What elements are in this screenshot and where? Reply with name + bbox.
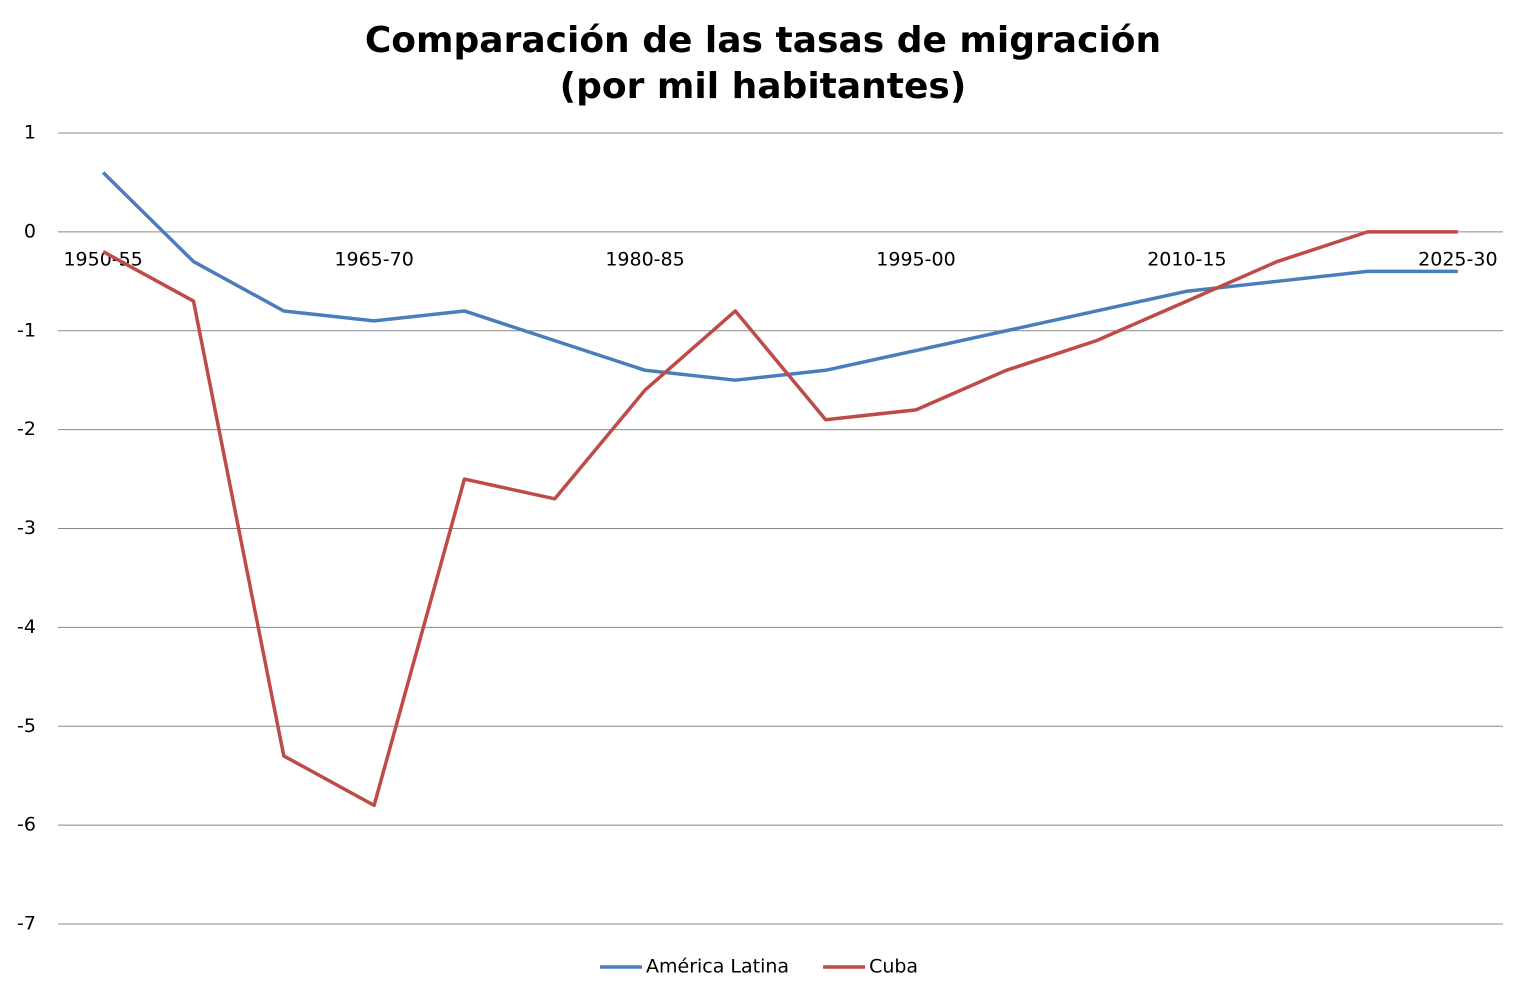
- legend-label: América Latina: [646, 956, 789, 978]
- series-line: [102, 230, 1458, 808]
- x-tick-label: 1980-85: [605, 248, 684, 270]
- y-tick-label: -5: [17, 715, 36, 737]
- x-tick-label: 1995-00: [876, 248, 955, 270]
- x-tick-label: 2025-30: [1418, 248, 1497, 270]
- y-tick-label: 1: [24, 122, 36, 144]
- y-tick-label: -4: [17, 616, 36, 638]
- series-line: [101, 171, 1458, 382]
- y-tick-label: -7: [17, 913, 36, 935]
- x-tick-label: 2010-15: [1147, 248, 1226, 270]
- chart-title: (por mil habitantes): [560, 66, 967, 107]
- legend-label: Cuba: [869, 956, 918, 978]
- x-tick-label: 1950-55: [63, 248, 142, 270]
- y-tick-label: 0: [24, 220, 36, 242]
- y-tick-label: -6: [17, 814, 36, 836]
- x-tick-label: 1965-70: [334, 248, 413, 270]
- y-tick-label: -3: [17, 517, 36, 539]
- y-tick-label: -2: [17, 418, 36, 440]
- y-tick-label: -1: [17, 319, 36, 341]
- chart-title: Comparación de las tasas de migración: [365, 20, 1161, 61]
